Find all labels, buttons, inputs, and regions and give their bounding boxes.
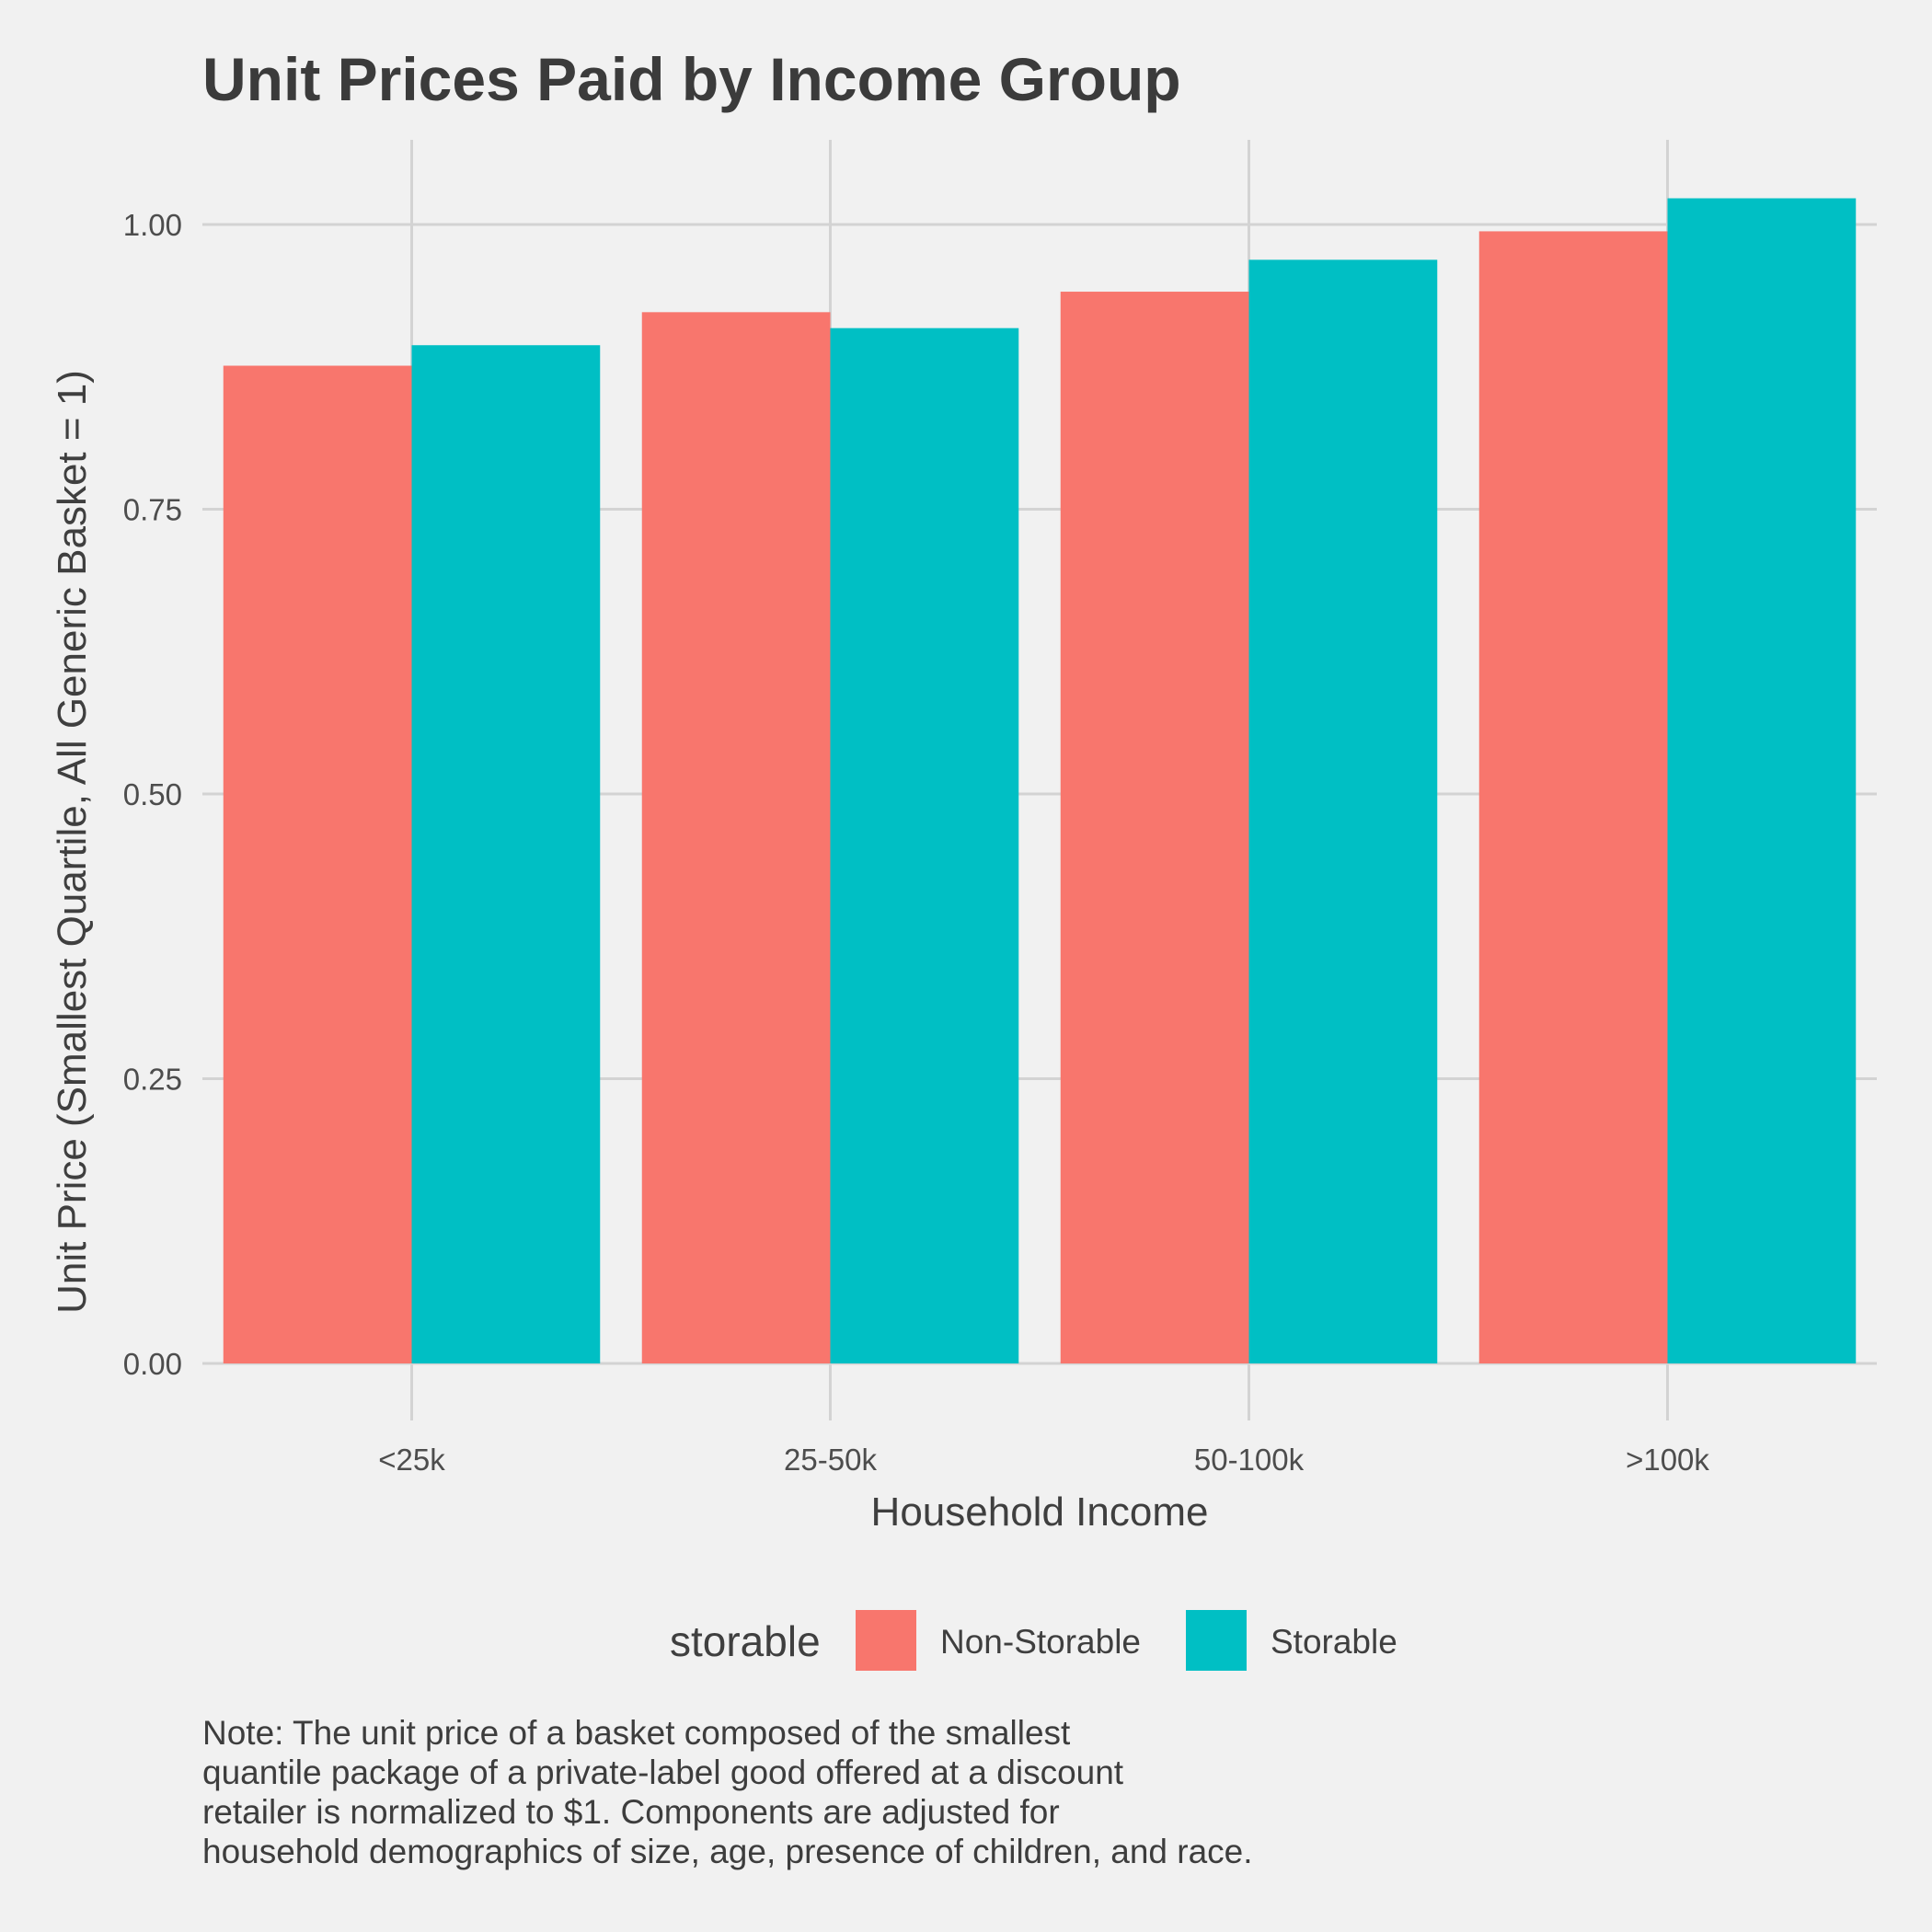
y-axis-title: Unit Price (Smallest Quartile, All Gener… — [50, 370, 95, 1314]
bar-non-storable-1 — [641, 312, 831, 1364]
chart-title: Unit Prices Paid by Income Group — [202, 45, 1181, 113]
bar-storable-1 — [830, 328, 1019, 1364]
y-tick-label: 1.00 — [123, 208, 182, 242]
bar-non-storable-3 — [1478, 231, 1668, 1364]
x-tick-label: 50-100k — [1194, 1443, 1305, 1477]
bar-storable-2 — [1248, 259, 1438, 1364]
y-tick-label: 0.25 — [123, 1063, 182, 1097]
note-line: Note: The unit price of a basket compose… — [202, 1714, 1071, 1752]
x-axis-title: Household Income — [871, 1489, 1209, 1535]
y-tick-label: 0.75 — [123, 493, 182, 527]
x-tick-label: >100k — [1626, 1443, 1709, 1477]
y-tick-label: 0.50 — [123, 777, 182, 811]
note-line: household demographics of size, age, pre… — [202, 1833, 1253, 1870]
x-tick-label: 25-50k — [784, 1443, 877, 1477]
bar-non-storable-2 — [1060, 292, 1249, 1363]
legend-key-storable — [1186, 1610, 1247, 1671]
note-line: retailer is normalized to $1. Components… — [202, 1793, 1060, 1831]
legend-label-non-storable: Non-Storable — [940, 1623, 1141, 1661]
legend-title: storable — [670, 1617, 821, 1665]
note-line: quantile package of a private-label good… — [202, 1754, 1124, 1791]
bar-non-storable-0 — [223, 365, 412, 1364]
note: Note: The unit price of a basket compose… — [202, 1713, 1582, 1871]
x-axis-ticks: <25k 25-50k 50-100k >100k — [378, 1443, 1709, 1477]
legend: storable Non-Storable Storable — [670, 1610, 1397, 1671]
x-tick-label: <25k — [378, 1443, 445, 1477]
legend-label-storable: Storable — [1271, 1623, 1397, 1661]
bars — [223, 198, 1857, 1364]
bar-storable-0 — [411, 345, 601, 1363]
y-axis-ticks: 0.00 0.25 0.50 0.75 1.00 — [123, 208, 182, 1381]
y-tick-label: 0.00 — [123, 1347, 182, 1381]
legend-key-non-storable — [856, 1610, 916, 1671]
bar-storable-3 — [1667, 198, 1857, 1363]
